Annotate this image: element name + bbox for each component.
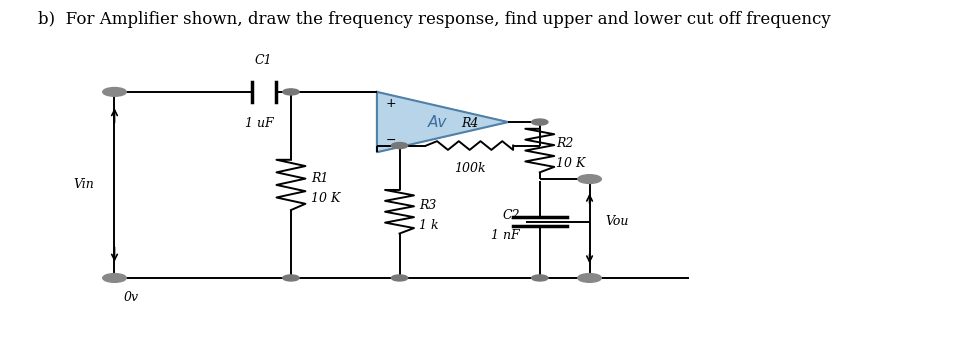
Polygon shape xyxy=(377,92,508,152)
Text: R2: R2 xyxy=(556,137,573,150)
Text: +: + xyxy=(386,97,397,111)
Circle shape xyxy=(391,275,408,281)
Text: R3: R3 xyxy=(419,198,437,212)
Text: Vou: Vou xyxy=(605,215,629,228)
Text: 1 k: 1 k xyxy=(419,219,439,232)
Text: 100k: 100k xyxy=(453,162,486,175)
Circle shape xyxy=(531,275,548,281)
Text: C1: C1 xyxy=(255,54,273,67)
Text: R1: R1 xyxy=(311,172,329,185)
Circle shape xyxy=(391,143,408,149)
Text: C2: C2 xyxy=(502,209,520,222)
Text: 1 nF: 1 nF xyxy=(491,229,520,242)
Text: 10 K: 10 K xyxy=(311,192,340,205)
Circle shape xyxy=(102,273,126,282)
Circle shape xyxy=(578,175,602,184)
Text: R4: R4 xyxy=(461,117,479,130)
Circle shape xyxy=(578,273,602,282)
Circle shape xyxy=(531,119,548,125)
Text: b)  For Amplifier shown, draw the frequency response, find upper and lower cut o: b) For Amplifier shown, draw the frequen… xyxy=(38,11,831,28)
Text: 0v: 0v xyxy=(124,291,138,304)
Text: Av: Av xyxy=(428,115,448,129)
Circle shape xyxy=(283,89,299,95)
Circle shape xyxy=(283,275,299,281)
Text: 1 uF: 1 uF xyxy=(245,117,274,130)
Text: −: − xyxy=(386,134,397,147)
Text: 10 K: 10 K xyxy=(556,158,585,170)
Text: Vin: Vin xyxy=(74,178,95,191)
Circle shape xyxy=(102,88,126,96)
